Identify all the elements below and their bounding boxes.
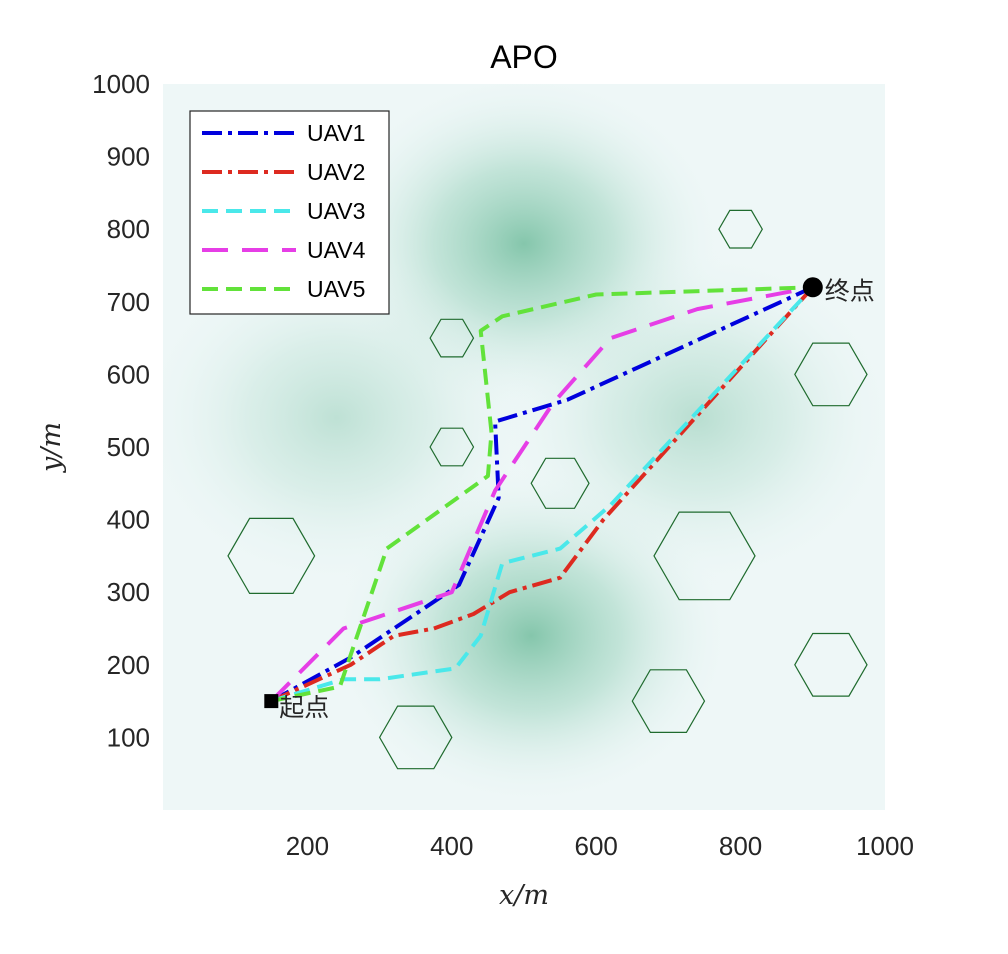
legend-label-uav3: UAV3 [307, 198, 365, 224]
x-tick-label-600: 600 [575, 831, 618, 861]
y-tick-label-700: 700 [107, 287, 150, 317]
series-line-uav5 [270, 285, 813, 704]
end-marker [802, 277, 823, 298]
terrain-layer [163, 84, 885, 806]
y-tick-label-100: 100 [107, 722, 150, 752]
obstacle-hexagon-8 [794, 632, 868, 697]
legend-label-uav2: UAV2 [307, 159, 365, 185]
y-tick-label-300: 300 [107, 577, 150, 607]
y-tick-label-800: 800 [107, 214, 150, 244]
series-line-uav2 [270, 285, 815, 703]
legend: UAV1 UAV2 UAV3 UAV4 UAV5 [189, 110, 390, 315]
y-axis-ticks: 100 200 300 400 500 600 700 800 900 1000 [92, 69, 150, 752]
obstacle-hexagon-5 [530, 457, 590, 509]
x-tick-label-200: 200 [286, 831, 329, 861]
start-marker [264, 694, 279, 709]
obstacle-layer [227, 209, 868, 770]
obstacle-hexagon-3 [794, 342, 868, 407]
plot-area: 起点 终点 [163, 84, 885, 810]
x-axis-label: x/m [499, 880, 549, 911]
y-tick-label-500: 500 [107, 432, 150, 462]
obstacle-hexagon-1 [718, 209, 763, 249]
y-tick-label-200: 200 [107, 650, 150, 680]
obstacle-hexagon-7 [653, 511, 756, 601]
legend-items: UAV1 UAV2 UAV3 UAV4 UAV5 [202, 120, 366, 302]
y-tick-label-600: 600 [107, 359, 150, 389]
y-tick-label-400: 400 [107, 505, 150, 535]
obstacle-hexagon-4 [429, 427, 475, 467]
marker-layer: 起点 终点 [264, 276, 875, 722]
x-tick-label-800: 800 [719, 831, 762, 861]
obstacle-hexagon-6 [227, 517, 316, 595]
y-tick-label-1000: 1000 [92, 69, 150, 99]
x-tick-label-400: 400 [430, 831, 473, 861]
series-line-uav3 [270, 285, 815, 704]
terrain-peak-3 [163, 248, 537, 588]
obstacle-hexagon-10 [378, 705, 453, 770]
series-line-uav4 [269, 285, 814, 703]
y-tick-label-900: 900 [107, 142, 150, 172]
obstacle-hexagon-9 [631, 669, 706, 734]
x-axis-ticks: 200 400 600 800 1000 [286, 831, 914, 861]
legend-label-uav4: UAV4 [307, 237, 366, 263]
obstacle-hexagon-2 [429, 318, 475, 358]
y-axis-label: y/m [36, 422, 67, 473]
chart-title: APO [490, 39, 558, 75]
legend-label-uav5: UAV5 [307, 276, 365, 302]
x-tick-label-1000: 1000 [856, 831, 914, 861]
series-layer [269, 285, 815, 704]
terrain-peak-4 [497, 248, 885, 588]
legend-label-uav1: UAV1 [307, 120, 365, 146]
start-label: 起点 [279, 693, 329, 722]
end-label: 终点 [825, 276, 875, 305]
